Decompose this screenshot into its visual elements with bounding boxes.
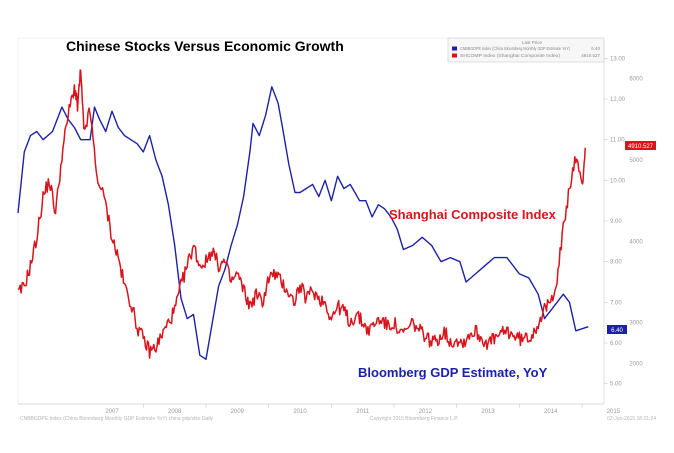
right-tick-label-gdp: 8.00 [610,260,622,266]
legend-entry-gdp: CNBBGDPE Index (China Bloomberg Monthly … [460,46,570,51]
x-tick-label: 2015 [607,409,621,415]
series-line-gdp-estimate [17,86,589,360]
footer-source: CNBBGDPE Index (China Bloomberg Monthly … [20,416,214,422]
right-tick-label-index: 3000 [629,321,643,327]
legend-value-gdp: 6.40 [591,46,600,51]
badge-gdp-bg [607,325,627,334]
last-value-badge-shcomp: 4910.527 [625,141,656,150]
series-line-shanghai-composite [17,69,586,359]
x-tick-label: 2009 [231,409,245,415]
footer-timestamp: 02-Jun-2015 18:21:24 [607,416,656,422]
right-tick-label-index: 6000 [629,77,643,83]
annotation-shanghai-composite: Shanghai Composite Index [389,207,557,222]
x-tick-label: 2012 [419,409,433,415]
x-tick-label: 2014 [544,409,558,415]
right-tick-label-index: 5000 [629,158,643,164]
right-tick-label-gdp: 9.00 [610,219,622,225]
right-tick-label-gdp: 13.00 [610,56,626,62]
legend-swatch-gdp [452,46,457,51]
right-tick-label-gdp: 7.00 [610,300,622,306]
x-axis-ticks: 2007 2008 2009 2010 2011 2012 2013 2014 2015 [105,404,621,415]
legend-value-shcomp: 4910.527 [581,53,600,58]
badge-gdp-label: 6.40 [611,328,623,334]
badge-shcomp-bg [625,141,656,150]
x-tick-label: 2008 [168,409,182,415]
legend-frame [447,37,605,63]
right-tick-label-index: 2000 [629,361,643,367]
x-tick-label: 2011 [356,409,370,415]
footer-copyright: Copyright 2015 Bloomberg Finance L.P. [370,416,458,422]
legend-entry-shcomp: SHCOMP Index (Shanghai Composite Index) [460,53,561,58]
badge-shcomp-label: 4910.527 [628,144,654,150]
right-tick-label-gdp: 12.00 [610,97,626,103]
right-tick-label-gdp: 10.00 [610,178,626,184]
legend-swatch-shcomp [452,53,457,58]
x-tick-label: 2013 [481,409,495,415]
legend-box: Last Price CNBBGDPE Index (China Bloombe… [447,37,605,63]
right-tick-label-index: 4000 [629,239,643,245]
right-tick-label-gdp: 6.00 [610,341,622,347]
series-layer [17,69,589,360]
chart-title: Chinese Stocks Versus Economic Growth [66,38,344,54]
x-tick-label: 2007 [105,409,119,415]
right-tick-label-gdp: 11.00 [610,138,625,144]
right-axis-ticks: 13.00 12.00 11.00 10.00 9.00 8.00 7.00 6.00 5.00… [604,56,643,388]
annotation-gdp-estimate: Bloomberg GDP Estimate, YoY [358,365,548,380]
right-tick-label-gdp: 5.00 [610,382,622,388]
last-value-badge-gdp: 6.40 [607,325,627,334]
x-tick-label: 2010 [293,409,307,415]
legend-header: Last Price [522,40,543,45]
